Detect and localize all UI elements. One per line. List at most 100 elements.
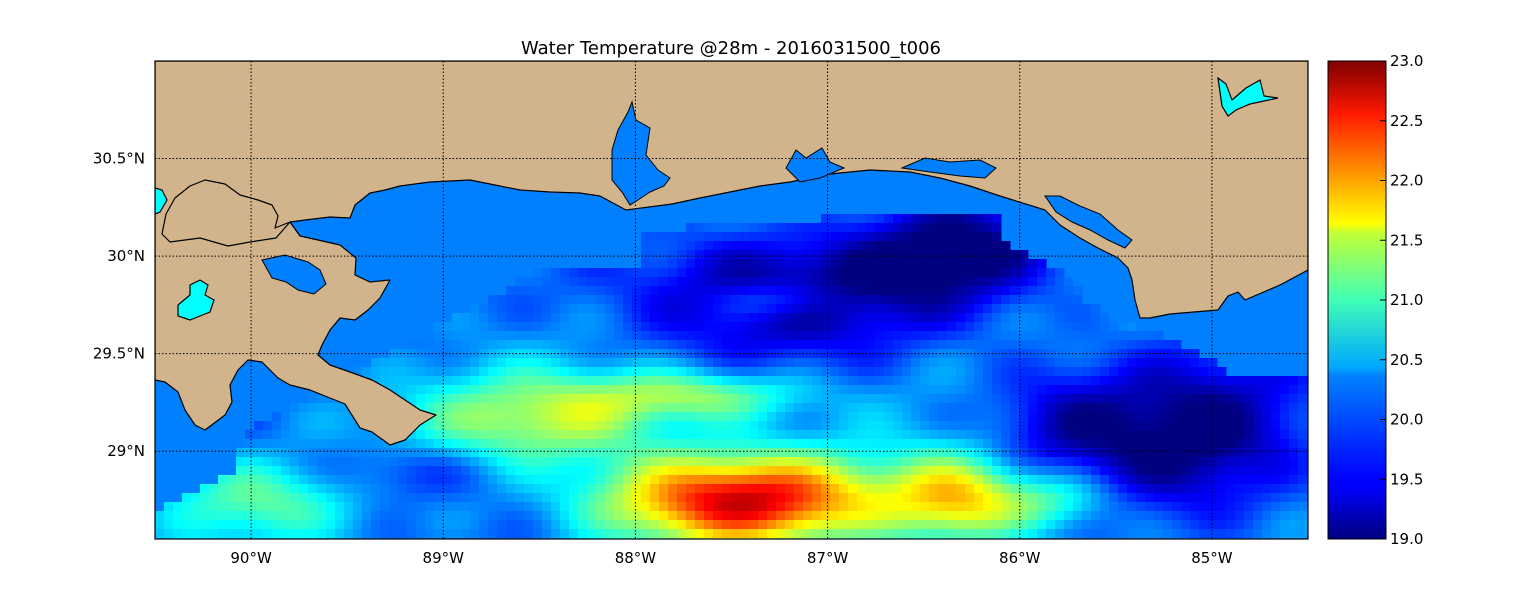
temperature-cell [1046,394,1056,404]
temperature-cell [1127,412,1137,422]
temperature-cell [884,439,894,449]
temperature-cell [1145,502,1155,512]
temperature-cell [488,421,498,431]
temperature-cell [821,268,831,278]
temperature-cell [389,520,399,530]
temperature-cell [353,448,363,458]
temperature-cell [1235,448,1245,458]
temperature-cell [713,439,723,449]
temperature-cell [524,457,534,467]
temperature-cell [965,466,975,476]
temperature-cell [497,520,507,530]
temperature-cell [470,358,480,368]
temperature-cell [1064,304,1074,314]
temperature-cell [263,466,273,476]
temperature-cell [1190,484,1200,494]
temperature-cell [1145,475,1155,485]
temperature-cell [182,520,192,530]
temperature-cell [1118,448,1128,458]
temperature-cell [749,466,759,476]
temperature-cell [812,457,822,467]
temperature-cell [704,250,714,260]
temperature-cell [1253,511,1263,521]
temperature-cell [587,448,597,458]
temperature-cell [452,358,462,368]
temperature-cell [821,412,831,422]
temperature-cell [704,259,714,269]
temperature-cell [488,412,498,422]
temperature-cell [1145,403,1155,413]
temperature-cell [1289,421,1299,431]
temperature-cell [578,340,588,350]
temperature-cell [695,430,705,440]
temperature-cell [992,511,1002,521]
temperature-cell [1064,340,1074,350]
temperature-cell [1109,340,1119,350]
temperature-cell [1055,502,1065,512]
temperature-cell [713,340,723,350]
temperature-cell [416,511,426,521]
temperature-cell [1226,376,1236,386]
temperature-cell [1280,511,1290,521]
temperature-cell [776,250,786,260]
temperature-cell [1073,421,1083,431]
temperature-cell [614,529,624,539]
temperature-cell [749,520,759,530]
temperature-cell [1181,475,1191,485]
temperature-cell [443,466,453,476]
temperature-cell [461,493,471,503]
temperature-cell [407,367,417,377]
temperature-cell [299,493,309,503]
temperature-cell [1055,304,1065,314]
temperature-cell [1190,529,1200,539]
temperature-cell [1199,403,1209,413]
temperature-cell [1019,484,1029,494]
temperature-cell [902,268,912,278]
temperature-cell [965,340,975,350]
temperature-cell [983,295,993,305]
temperature-cell [443,394,453,404]
temperature-cell [965,421,975,431]
temperature-cell [1262,403,1272,413]
temperature-cell [974,331,984,341]
temperature-cell [623,457,633,467]
temperature-cell [1028,520,1038,530]
temperature-cell [812,502,822,512]
temperature-cell [542,349,552,359]
temperature-cell [650,412,660,422]
temperature-cell [488,448,498,458]
temperature-cell [740,466,750,476]
temperature-cell [1001,313,1011,323]
temperature-cell [956,403,966,413]
temperature-cell [1109,349,1119,359]
temperature-cell [515,502,525,512]
temperature-cell [380,484,390,494]
temperature-cell [1199,394,1209,404]
temperature-cell [497,502,507,512]
temperature-cell [1208,502,1218,512]
temperature-cell [650,385,660,395]
temperature-cell [650,502,660,512]
temperature-cell [839,358,849,368]
temperature-cell [920,520,930,530]
temperature-cell [947,331,957,341]
temperature-cell [641,232,651,242]
temperature-cell [1091,403,1101,413]
temperature-cell [1235,502,1245,512]
temperature-cell [893,358,903,368]
temperature-cell [920,448,930,458]
temperature-cell [866,502,876,512]
temperature-cell [317,430,327,440]
temperature-cell [497,421,507,431]
temperature-cell [272,430,282,440]
temperature-cell [1190,376,1200,386]
temperature-cell [605,457,615,467]
temperature-cell [515,313,525,323]
temperature-cell [650,520,660,530]
temperature-cell [803,484,813,494]
temperature-cell [776,421,786,431]
temperature-cell [668,259,678,269]
temperature-cell [1163,430,1173,440]
temperature-cell [1118,403,1128,413]
temperature-cell [1100,385,1110,395]
